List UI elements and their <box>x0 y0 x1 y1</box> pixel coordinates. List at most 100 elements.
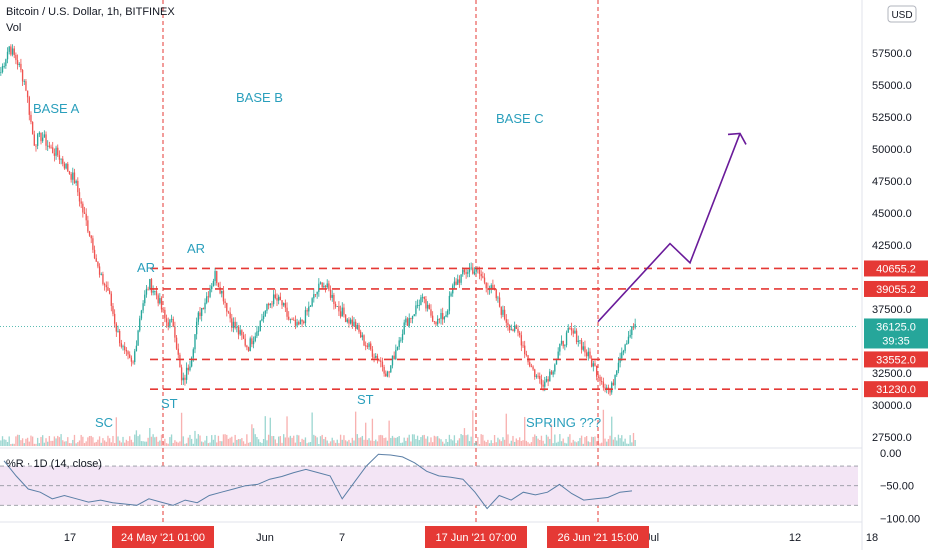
candle-body <box>308 306 310 312</box>
candle-body <box>129 354 131 358</box>
volume-bar <box>110 442 112 446</box>
candle-body <box>77 180 79 193</box>
candle-body <box>401 334 404 340</box>
candle-body <box>457 279 459 285</box>
candle-body <box>328 283 330 290</box>
candle-body <box>179 354 181 368</box>
volume-bar <box>515 438 518 446</box>
volume-bar <box>589 442 591 446</box>
candle-body <box>426 304 429 309</box>
currency-badge <box>887 5 917 23</box>
volume-bar <box>261 442 263 446</box>
volume-bar <box>279 436 282 446</box>
candle-body <box>442 312 444 320</box>
current-price-label: 36125.0 <box>876 321 916 333</box>
candle-body <box>326 283 328 288</box>
candle-body <box>517 328 519 333</box>
volume-bar <box>535 435 538 446</box>
volume-bar <box>480 434 482 446</box>
volume-bar <box>319 436 322 446</box>
volume-bar <box>118 440 121 446</box>
volume-bar <box>391 435 394 446</box>
candle-body <box>487 288 489 290</box>
candle-body <box>167 322 169 327</box>
candle-body <box>113 313 116 324</box>
volume-bar <box>579 437 581 446</box>
candle-body <box>299 319 302 325</box>
volume-bar <box>375 439 377 446</box>
candle-body <box>117 330 119 332</box>
candle-body <box>231 318 233 328</box>
candle-body <box>67 163 69 172</box>
candle-body <box>189 366 191 371</box>
candle-body <box>601 381 603 382</box>
volume-bar <box>370 440 372 446</box>
candle-body <box>485 282 487 289</box>
volume-bar <box>179 441 181 446</box>
volume-bar <box>401 442 404 446</box>
candle-body <box>132 361 134 363</box>
candle-body <box>224 301 226 303</box>
volume-bar <box>135 430 138 446</box>
candle-body <box>150 279 153 293</box>
volume-bar <box>274 439 276 446</box>
volume-bar <box>599 443 601 446</box>
candle-body <box>52 147 54 154</box>
candle-body <box>634 324 636 328</box>
volume-bar <box>423 434 425 446</box>
volume-bar <box>130 439 133 446</box>
price-level-label: 33552.0 <box>876 354 916 366</box>
volume-bars <box>0 409 636 446</box>
volume-bar <box>284 437 287 446</box>
time-highlight-label: 24 May '21 01:00 <box>121 532 205 544</box>
candle-body <box>540 378 543 385</box>
candle-body <box>313 294 315 299</box>
volume-bar <box>595 441 598 446</box>
volume-bar <box>376 441 379 446</box>
volume-bar <box>564 442 566 446</box>
volume-bar <box>415 439 417 446</box>
volume-bar <box>430 437 432 446</box>
volume-bar <box>222 434 225 446</box>
volume-bar <box>224 434 226 446</box>
candle-body <box>120 343 123 347</box>
volume-bar <box>212 439 215 446</box>
candle-body <box>36 134 39 146</box>
candle-body <box>43 134 46 138</box>
candle-body <box>124 346 126 351</box>
candle-body <box>423 296 425 300</box>
volume-bar <box>612 439 615 446</box>
candle-body <box>107 287 109 291</box>
volume-bar <box>43 442 46 446</box>
volume-bar <box>167 443 169 446</box>
candle-body <box>306 310 308 312</box>
volume-bar <box>35 443 37 446</box>
volume-bar <box>462 435 464 446</box>
candle-body <box>425 299 427 309</box>
candle-body <box>606 387 608 389</box>
volume-bar <box>547 436 549 446</box>
volume-bar <box>585 436 588 446</box>
volume-bar <box>165 443 168 446</box>
price-level-lines: 40655.2 39055.2 33552.0 31230.0 36125.0 39:35 <box>0 260 928 398</box>
candle-body <box>341 307 343 317</box>
candle-body <box>294 319 297 326</box>
volume-bar <box>150 436 153 446</box>
volume-bar <box>527 442 529 446</box>
volume-bar <box>115 417 117 446</box>
volume-bar <box>549 438 551 446</box>
volume-bar <box>428 442 430 446</box>
volume-bar <box>411 434 414 446</box>
volume-bar <box>199 435 201 446</box>
volume-bar <box>45 438 47 446</box>
annotations: BASE A BASE B BASE C AR AR SC ST ST SPRING ??? <box>33 90 601 430</box>
volume-bar <box>426 436 429 446</box>
candle-body <box>249 338 251 352</box>
volume-bar <box>289 435 292 446</box>
volume-bar <box>40 436 42 446</box>
candle-body <box>554 364 556 372</box>
volume-bar <box>184 443 186 446</box>
volume-bar <box>271 436 273 446</box>
